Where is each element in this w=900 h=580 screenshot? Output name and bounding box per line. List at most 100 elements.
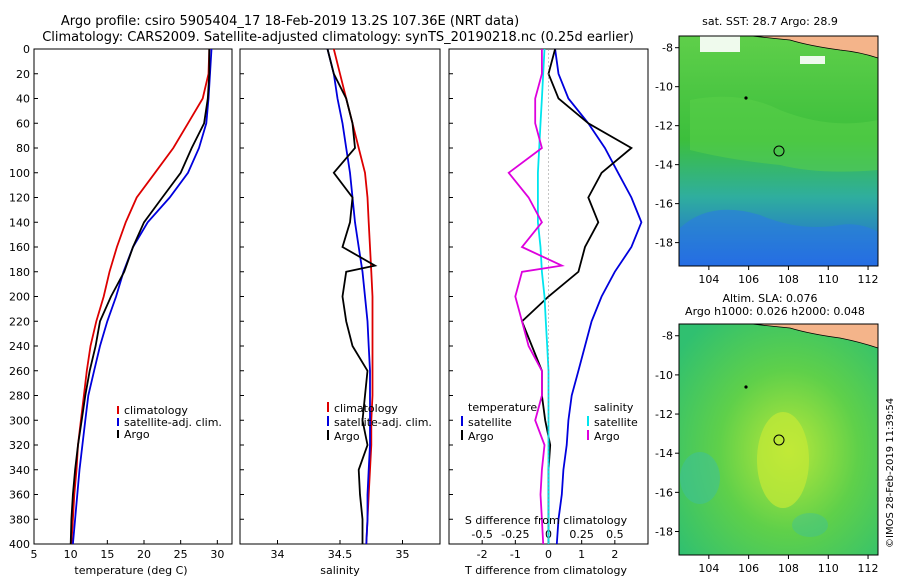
depth-tick-label: 80 [16, 142, 30, 155]
series-line-argo [69, 49, 211, 545]
series-line-satellite-adj-clim- [326, 48, 371, 545]
series-line-t-satellite [554, 48, 643, 545]
imos-timestamp: ©IMOS 28-Feb-2019 11:39:54 [885, 398, 896, 548]
sla-map-title: Altim. SLA: 0.076 [722, 292, 817, 305]
map-y-tick-label: -12 [655, 120, 673, 133]
map-y-tick-label: -14 [655, 447, 673, 460]
diff-legend-t-satellite-label: satellite [468, 416, 512, 429]
map-x-tick-label: 110 [818, 273, 839, 286]
s-diff-tick-label: -0.25 [501, 528, 529, 541]
title-line-2: Climatology: CARS2009. Satellite-adjuste… [42, 30, 634, 45]
salinity-legend: climatology satellite-adj. clim. Argo [327, 402, 432, 443]
diff-legend-temperature-header: temperature [468, 401, 537, 414]
diff-legend-s-satellite-label: satellite [594, 416, 638, 429]
diff-legend-s-argo-label: Argo [594, 430, 620, 443]
diff-legend-t-argo-label: Argo [468, 430, 494, 443]
x-tick-label: 1 [578, 548, 585, 561]
difference-legend: temperature satellite Argo salinity sate… [461, 401, 638, 443]
x-tick-label: 20 [137, 548, 151, 561]
depth-tick-label: 100 [9, 167, 30, 180]
sla-low-anomaly [680, 452, 720, 504]
series-line-satellite-adj-clim- [72, 48, 213, 545]
depth-tick-label: 200 [9, 291, 30, 304]
map-y-tick-label: -16 [655, 486, 673, 499]
temperature-x-label: temperature (deg C) [74, 564, 187, 577]
sst-map-ticks: 104 106 108 110 112 -8 -10 -12 -14 -16 -18 [655, 42, 879, 286]
s-diff-tick-label: 0.25 [569, 528, 594, 541]
sst-missing-data-patch [700, 36, 740, 52]
temperature-panel-frame [33, 48, 233, 545]
map-x-tick-label: 110 [818, 562, 839, 575]
sla-island-dot [744, 385, 748, 389]
map-y-tick-label: -10 [655, 81, 673, 94]
map-x-tick-label: 104 [698, 273, 719, 286]
depth-tick-label: 260 [9, 365, 30, 378]
x-tick-label: 34.5 [328, 548, 353, 561]
map-y-tick-label: -8 [662, 330, 673, 343]
sla-high-anomaly [757, 412, 809, 508]
depth-tick-label: 400 [9, 538, 30, 551]
depth-tick-label: 120 [9, 192, 30, 205]
difference-x-label-top: S difference from climatology [465, 514, 628, 527]
map-y-tick-label: -14 [655, 159, 673, 172]
sla-map-subtitle: Argo h1000: 0.026 h2000: 0.048 [685, 305, 865, 318]
depth-tick-label: 300 [9, 414, 30, 427]
x-tick-label: 35 [396, 548, 410, 561]
series-line-climatology [70, 48, 211, 545]
sal-legend-climatology-label: climatology [334, 402, 398, 415]
x-tick-label: 0 [545, 548, 552, 561]
x-tick-label: 15 [100, 548, 114, 561]
legend-satellite-label: satellite-adj. clim. [124, 416, 222, 429]
sst-argo-location-marker [773, 145, 785, 157]
depth-tick-label: 0 [23, 43, 30, 56]
difference-lines [507, 48, 643, 545]
depth-tick-label: 140 [9, 216, 30, 229]
map-y-tick-label: -16 [655, 198, 673, 211]
temperature-x-ticks: 5 10 15 20 25 30 [31, 540, 224, 561]
depth-tick-label: 60 [16, 117, 30, 130]
map-y-tick-label: -8 [662, 42, 673, 55]
map-y-tick-label: -12 [655, 408, 673, 421]
salinity-x-label: salinity [320, 564, 360, 577]
depth-tick-label: 340 [9, 464, 30, 477]
x-tick-label: 5 [31, 548, 38, 561]
salinity-x-ticks: 34 34.5 35 [271, 540, 410, 561]
x-tick-label: 2 [611, 548, 618, 561]
map-x-tick-label: 108 [778, 273, 799, 286]
sst-missing-data-patch-2 [800, 56, 825, 64]
sst-warm-band [690, 96, 878, 172]
legend-argo-label: Argo [124, 428, 150, 441]
title-line-1: Argo profile: csiro 5905404_17 18-Feb-20… [61, 14, 519, 29]
s-diff-tick-label: 0.5 [606, 528, 624, 541]
salinity-lines [326, 48, 378, 545]
x-tick-label: 25 [174, 548, 188, 561]
sla-map-ticks: 104 106 108 110 112 -8 -10 -12 -14 -16 -18 [655, 330, 879, 575]
sst-cool-region [680, 209, 878, 266]
depth-tick-label: 180 [9, 266, 30, 279]
s-diff-tick-label: -0.5 [471, 528, 492, 541]
x-tick-label: 10 [64, 548, 78, 561]
sal-legend-argo-label: Argo [334, 430, 360, 443]
series-line-argo [326, 48, 378, 544]
x-tick-label: -2 [477, 548, 488, 561]
depth-tick-label: 220 [9, 315, 30, 328]
map-x-tick-label: 106 [738, 562, 759, 575]
sst-island-dot [744, 96, 748, 100]
depth-tick-label: 320 [9, 439, 30, 452]
map-y-tick-label: -10 [655, 369, 673, 382]
temperature-lines [69, 48, 213, 545]
depth-tick-label: 40 [16, 93, 30, 106]
map-x-tick-label: 112 [858, 273, 879, 286]
sla-argo-location-marker [773, 434, 785, 446]
sst-map [678, 35, 879, 267]
map-x-tick-label: 106 [738, 273, 759, 286]
depth-tick-label: 280 [9, 390, 30, 403]
depth-tick-label: 380 [9, 513, 30, 526]
diff-legend-salinity-header: salinity [594, 401, 634, 414]
depth-axis: 0 20 40 60 80 100 120 140 160 180 200 220 240 260 280 3… [9, 43, 453, 551]
sla-coastline-land [751, 323, 879, 349]
depth-tick-label: 240 [9, 340, 30, 353]
difference-x-label: T difference from climatology [464, 564, 627, 577]
sst-coastline-land [751, 35, 879, 59]
